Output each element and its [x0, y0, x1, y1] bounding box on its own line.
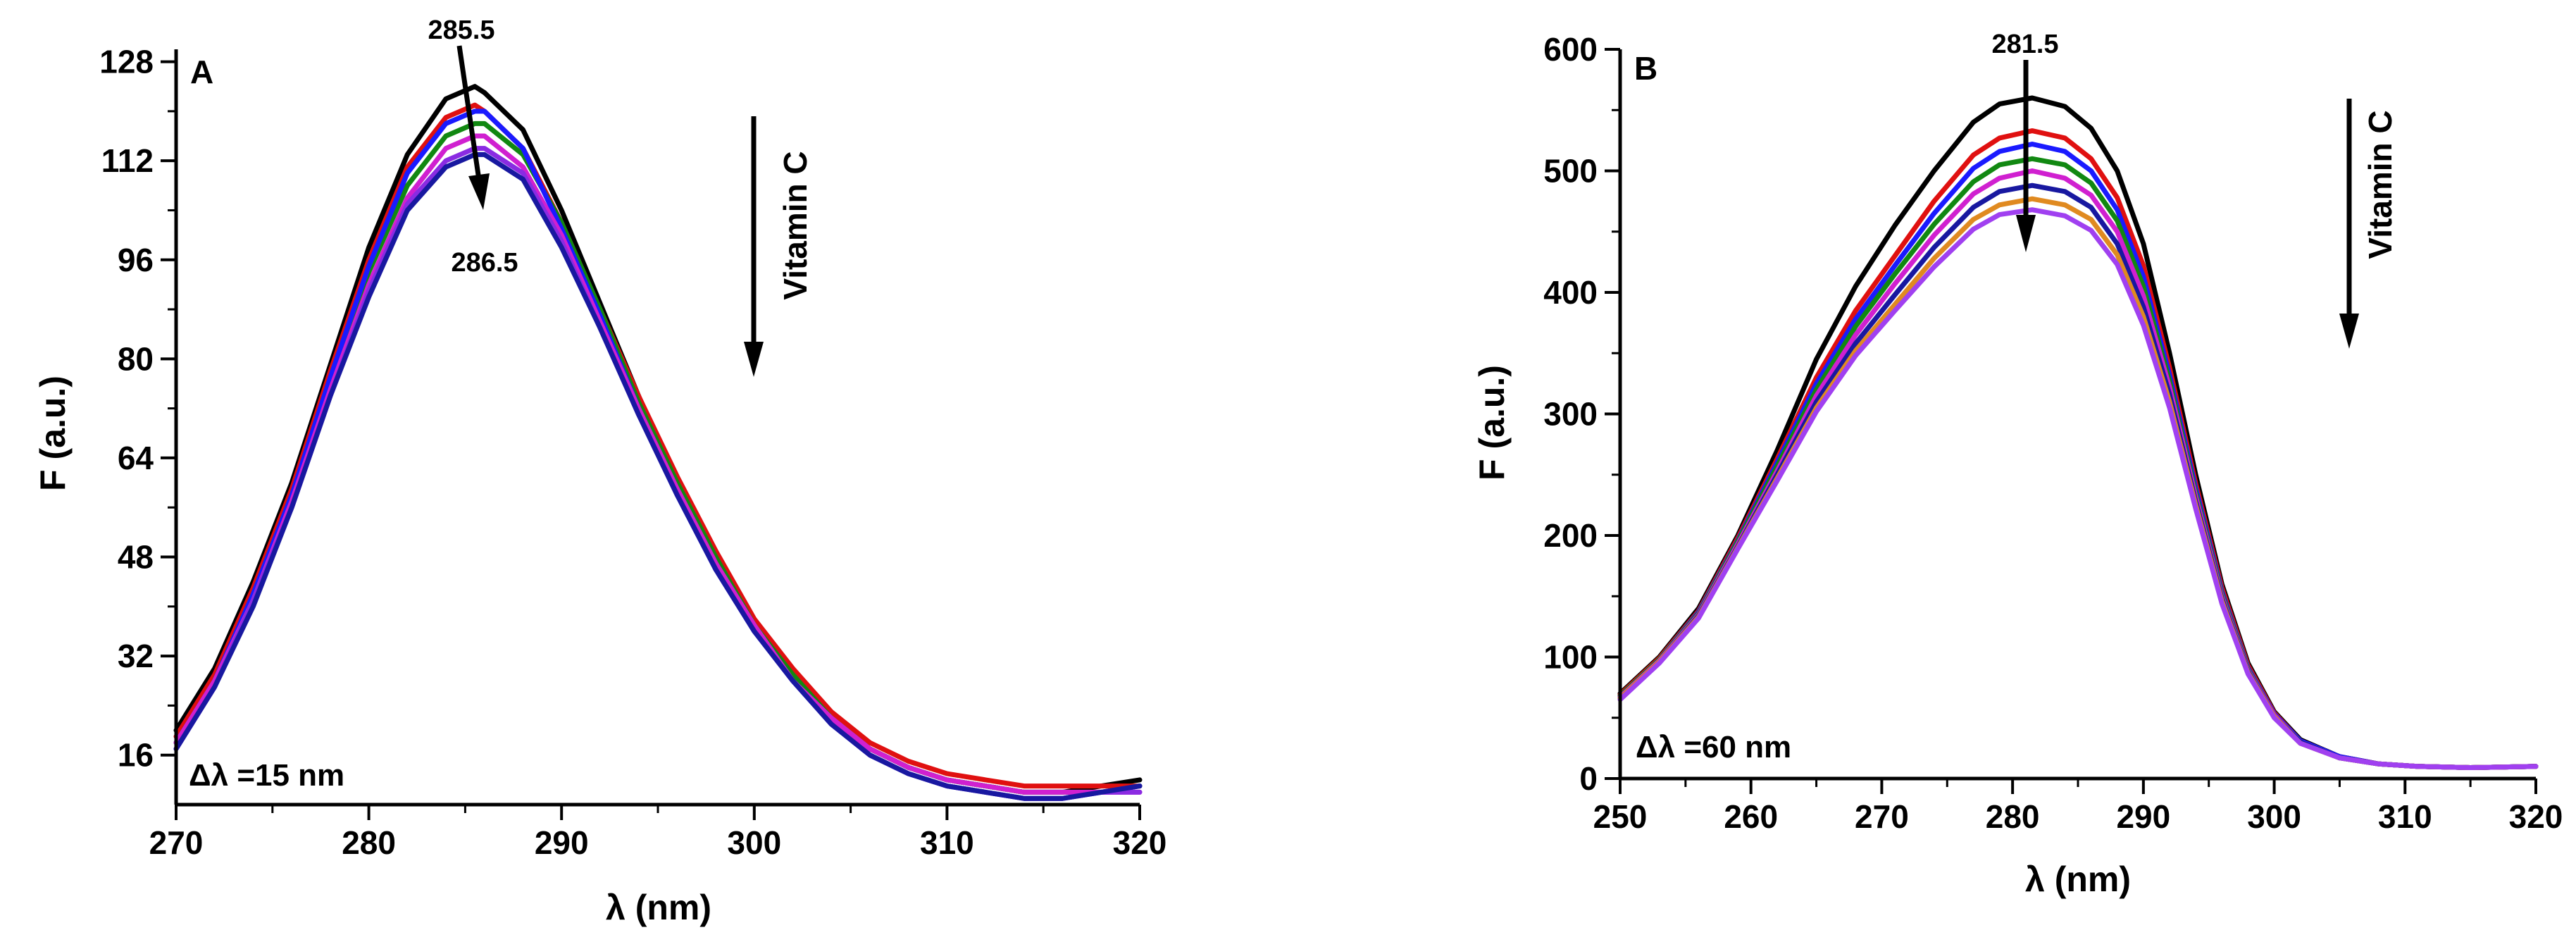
- panel-a-x-tick-label: 270: [149, 824, 204, 861]
- panel-a-y-tick-label: 80: [118, 340, 154, 377]
- panel-b-series-line-4: [1617, 156, 2539, 770]
- panel-b-ylabel: F (a.u.): [1472, 365, 1512, 481]
- panel-a-vitamin-arrow-head: [744, 342, 764, 377]
- panel-b-peak-label: 281.5: [1991, 30, 2058, 59]
- panel-a-inset-text: Δλ =15 nm: [189, 758, 344, 793]
- panel-b-series-line-6: [1617, 182, 2539, 770]
- panel-a-peak-arrow-shaft: [456, 45, 482, 180]
- panel-b-y-tick-label: 400: [1543, 274, 1598, 311]
- panel-a-x-tick-label: 280: [342, 824, 396, 861]
- panel-a-y-tick-label: 112: [101, 142, 154, 179]
- panel-b-x-tick-label: 250: [1593, 798, 1648, 835]
- panel-b-x-tick-label: 260: [1724, 798, 1778, 835]
- panel-b-x-tick-label: 300: [2247, 798, 2301, 835]
- panel-b-label: B: [1634, 50, 1657, 87]
- panel-b-xlabel: λ (nm): [2025, 860, 2131, 899]
- panel-a-peak-label-start: 285.5: [428, 16, 494, 45]
- panel-b-y-tick-label: 100: [1543, 639, 1598, 676]
- panel-b-y-tick-label: 300: [1543, 396, 1598, 433]
- panel-a-arrow-label: Vitamin C: [777, 151, 814, 299]
- panel-a-y-tick-label: 16: [118, 737, 154, 774]
- panel-a-label: A: [190, 54, 213, 90]
- panel-b-x-tick-label: 310: [2378, 798, 2432, 835]
- panel-b-series-group: [1617, 95, 2539, 770]
- panel-b-x-tick-label: 270: [1855, 798, 1909, 835]
- panel-b-series-line-2: [1617, 128, 2539, 770]
- panel-b-inset-text: Δλ =60 nm: [1636, 730, 1791, 764]
- panel-a-xlabel: λ (nm): [606, 888, 711, 927]
- panel-a-x-tick-label: 320: [1113, 824, 1167, 861]
- panel-b-x-tick-label: 290: [2116, 798, 2170, 835]
- panel-a-y-tick-label: 48: [118, 539, 154, 576]
- panel-b-x-tick-label: 320: [2509, 798, 2563, 835]
- panel-b-series-line-3: [1617, 142, 2539, 770]
- panel-a: A Δλ =15 nm F (a.u.) λ (nm) 285.5 286.5 …: [33, 16, 1166, 927]
- panel-a-x-tick-label: 290: [535, 824, 589, 861]
- panel-b-y-tick-label: 0: [1579, 760, 1598, 797]
- panel-b-series-line-5: [1617, 168, 2539, 770]
- panel-b: B Δλ =60 nm F (a.u.) λ (nm) 281.5 Vitami…: [1472, 30, 2563, 899]
- panel-a-peak-arrow-head: [468, 173, 490, 210]
- panel-b-y-tick-label: 500: [1543, 153, 1598, 190]
- panel-b-y-tick-label: 600: [1543, 31, 1598, 68]
- panel-b-peak-arrow-head: [2016, 215, 2036, 252]
- panel-a-peak-label-end: 286.5: [451, 248, 518, 278]
- panel-a-series-group: [173, 84, 1143, 801]
- panel-b-y-tick-label: 200: [1543, 517, 1598, 554]
- panel-b-vitamin-arrow-head: [2339, 314, 2359, 349]
- panel-a-series-line-7: [173, 151, 1143, 801]
- panel-a-x-tick-label: 300: [727, 824, 781, 861]
- panel-a-series-line-6: [173, 146, 1143, 801]
- panel-a-x-tick-label: 310: [920, 824, 974, 861]
- panel-a-series-line-5: [173, 133, 1143, 795]
- panel-a-y-tick-label: 128: [99, 44, 154, 80]
- panel-a-y-tick-label: 32: [118, 638, 154, 674]
- panel-b-series-line-7: [1617, 196, 2539, 770]
- panel-b-arrow-label: Vitamin C: [2362, 110, 2398, 259]
- panel-b-x-tick-label: 280: [1986, 798, 2040, 835]
- panel-a-y-tick-label: 64: [118, 440, 154, 476]
- panel-a-y-tick-label: 96: [118, 242, 154, 278]
- panel-b-series-line-8: [1617, 207, 2539, 770]
- panel-a-ylabel: F (a.u.): [33, 376, 73, 491]
